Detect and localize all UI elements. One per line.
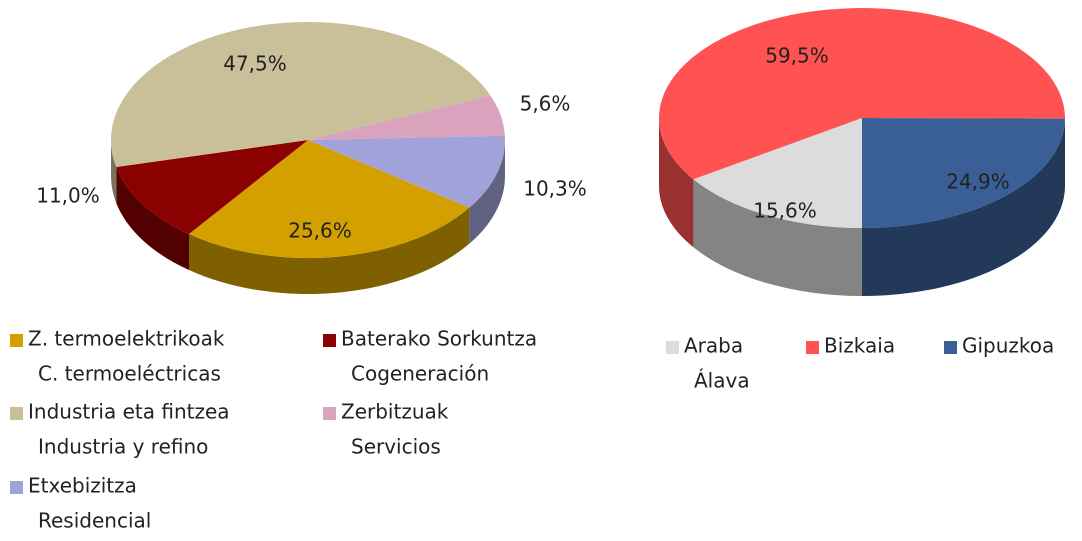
legend-swatch xyxy=(323,407,336,420)
pie-side xyxy=(116,167,189,271)
data-label: 5,6% xyxy=(520,92,571,116)
legend-label-alt: Cogeneración xyxy=(351,362,489,386)
pie-slice xyxy=(111,22,491,168)
legend-swatch xyxy=(10,481,23,494)
legend-swatch xyxy=(944,341,957,354)
legend-label: Baterako Sorkuntza xyxy=(341,327,537,351)
legend-swatch xyxy=(10,334,23,347)
data-label: 24,9% xyxy=(946,170,1010,194)
data-label: 15,6% xyxy=(753,199,817,223)
legend-label: Bizkaia xyxy=(824,334,895,358)
pie-side xyxy=(189,207,470,294)
legend-label-alt: Residencial xyxy=(38,509,151,533)
legend-label: Industria eta fintzea xyxy=(28,400,230,424)
pie-side xyxy=(862,118,1065,296)
legend-swatch xyxy=(806,341,819,354)
data-label: 47,5% xyxy=(223,52,287,76)
pie-slice xyxy=(308,135,505,208)
pie-slice xyxy=(308,95,505,140)
legend-swatch xyxy=(10,407,23,420)
legend-label-alt: Industria y refino xyxy=(38,435,208,459)
pie-side xyxy=(693,179,862,296)
legend-label-alt: C. termoeléctricas xyxy=(38,362,221,386)
legend-label: Zerbitzuak xyxy=(341,400,449,424)
legend-label: Z. termoelektrikoak xyxy=(28,327,225,351)
pie-slice xyxy=(862,118,1065,228)
legend-label-alt: Servicios xyxy=(351,435,441,459)
legend-label: Araba xyxy=(684,334,743,358)
data-label: 59,5% xyxy=(765,44,829,68)
pie-side xyxy=(111,140,117,204)
data-label: 25,6% xyxy=(288,219,352,243)
data-label: 11,0% xyxy=(36,184,100,208)
pie-side xyxy=(469,140,505,244)
legend-label: Gipuzkoa xyxy=(962,334,1054,358)
pie-slice xyxy=(659,8,1066,180)
legend-swatch xyxy=(666,341,679,354)
pie-slice xyxy=(116,140,309,235)
legend-swatch xyxy=(323,334,336,347)
legend-label-alt: Álava xyxy=(694,369,750,393)
legend-label: Etxebizitza xyxy=(28,474,137,498)
data-label: 10,3% xyxy=(523,177,587,201)
pie-slice xyxy=(189,140,470,258)
pie-slice xyxy=(693,118,862,228)
pie-side xyxy=(658,118,694,248)
